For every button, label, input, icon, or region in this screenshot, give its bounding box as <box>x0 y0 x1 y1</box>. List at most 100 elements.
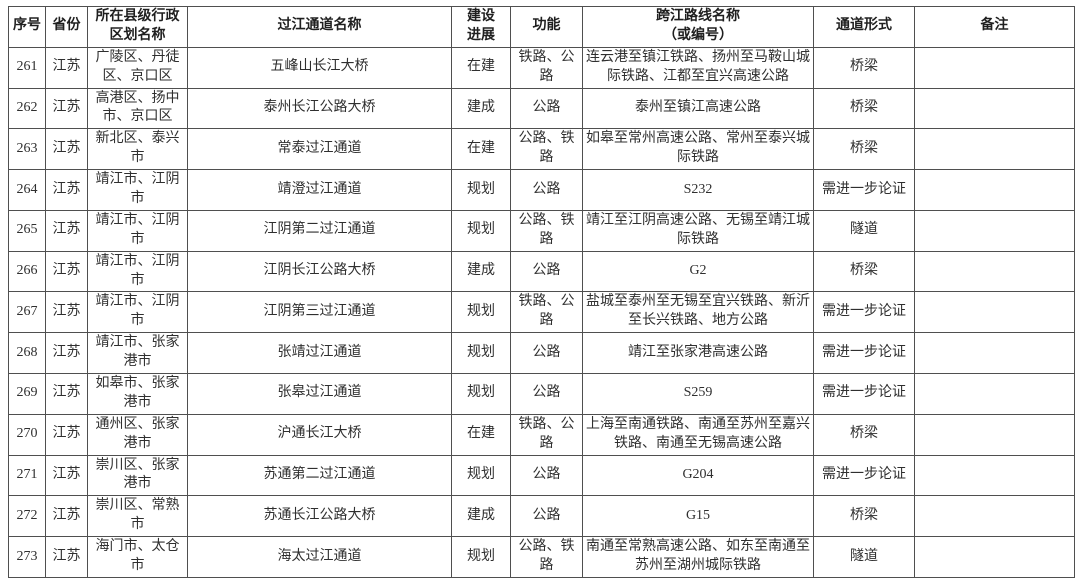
cell-route: 泰州至镇江高速公路 <box>582 87 814 130</box>
table-row: 269 江苏 如皋市、张家港市 张皋过江通道 规划 公路 S259 需进一步论证 <box>8 373 1075 415</box>
cell-route: S259 <box>582 373 814 415</box>
cell-note <box>914 332 1075 375</box>
cell-progress: 规划 <box>451 536 511 578</box>
table-row: 271 江苏 崇川区、张家港市 苏通第二过江通道 规划 公路 G204 需进一步论证 <box>8 454 1075 497</box>
cell-form: 桥梁 <box>813 250 915 293</box>
table-row: 264 江苏 靖江市、江阴市 靖澄过江通道 规划 公路 S232 需进一步论证 <box>8 169 1075 211</box>
cell-note <box>914 495 1075 538</box>
cell-name: 常泰过江通道 <box>187 128 452 171</box>
table-row: 266 江苏 靖江市、江阴市 江阴长江公路大桥 建成 公路 G2 桥梁 <box>8 250 1075 293</box>
cell-note <box>914 413 1075 456</box>
cell-no: 267 <box>8 291 46 334</box>
cell-no: 261 <box>8 46 46 89</box>
cell-no: 266 <box>8 250 46 293</box>
table-row: 263 江苏 新北区、泰兴市 常泰过江通道 在建 公路、铁路 如皋至常州高速公路、常州至泰兴… <box>8 128 1075 171</box>
cell-func: 公路、铁路 <box>510 536 583 578</box>
cell-region: 通州区、张家港市 <box>87 413 188 456</box>
cell-progress: 规划 <box>451 454 511 497</box>
cell-note <box>914 291 1075 334</box>
cell-name: 江阴长江公路大桥 <box>187 250 452 293</box>
table-row: 265 江苏 靖江市、江阴市 江阴第二过江通道 规划 公路、铁路 靖江至江阴高速公路、无锡至… <box>8 209 1075 252</box>
cell-province: 江苏 <box>45 454 88 497</box>
cell-no: 273 <box>8 536 46 578</box>
cell-no: 272 <box>8 495 46 538</box>
cell-name: 张皋过江通道 <box>187 373 452 415</box>
cell-province: 江苏 <box>45 46 88 89</box>
cell-province: 江苏 <box>45 291 88 334</box>
cell-region: 海门市、太仓市 <box>87 536 188 578</box>
cell-form: 需进一步论证 <box>813 169 915 211</box>
cell-province: 江苏 <box>45 128 88 171</box>
table-row: 272 江苏 崇川区、常熟市 苏通长江公路大桥 建成 公路 G15 桥梁 <box>8 495 1075 538</box>
cell-progress: 规划 <box>451 332 511 375</box>
crossing-channel-table: 序号 省份 所在县级行政 区划名称 过江通道名称 建设 进展 功能 跨江路线名称 （或编号）… <box>8 6 1075 578</box>
cell-route: 连云港至镇江铁路、扬州至马鞍山城际铁路、江都至宜兴高速公路 <box>582 46 814 89</box>
cell-form: 桥梁 <box>813 495 915 538</box>
cell-note <box>914 209 1075 252</box>
column-header-note: 备注 <box>914 6 1075 48</box>
cell-no: 264 <box>8 169 46 211</box>
cell-province: 江苏 <box>45 373 88 415</box>
cell-note <box>914 128 1075 171</box>
cell-progress: 在建 <box>451 128 511 171</box>
cell-name: 苏通第二过江通道 <box>187 454 452 497</box>
cell-region: 崇川区、常熟市 <box>87 495 188 538</box>
cell-route: 如皋至常州高速公路、常州至泰兴城际铁路 <box>582 128 814 171</box>
cell-func: 公路 <box>510 87 583 130</box>
cell-region: 新北区、泰兴市 <box>87 128 188 171</box>
cell-note <box>914 454 1075 497</box>
cell-province: 江苏 <box>45 413 88 456</box>
cell-func: 公路 <box>510 495 583 538</box>
cell-region: 靖江市、江阴市 <box>87 209 188 252</box>
cell-progress: 建成 <box>451 87 511 130</box>
cell-progress: 在建 <box>451 46 511 89</box>
cell-func: 铁路、公路 <box>510 46 583 89</box>
cell-region: 如皋市、张家港市 <box>87 373 188 415</box>
cell-province: 江苏 <box>45 87 88 130</box>
cell-province: 江苏 <box>45 332 88 375</box>
cell-name: 靖澄过江通道 <box>187 169 452 211</box>
cell-province: 江苏 <box>45 536 88 578</box>
cell-province: 江苏 <box>45 169 88 211</box>
cell-route: G15 <box>582 495 814 538</box>
column-header-name: 过江通道名称 <box>187 6 452 48</box>
cell-no: 271 <box>8 454 46 497</box>
cell-route: G2 <box>582 250 814 293</box>
table-row: 270 江苏 通州区、张家港市 沪通长江大桥 在建 铁路、公路 上海至南通铁路、南通至苏州至… <box>8 413 1075 456</box>
cell-progress: 规划 <box>451 373 511 415</box>
column-header-form: 通道形式 <box>813 6 915 48</box>
cell-route: 上海至南通铁路、南通至苏州至嘉兴铁路、南通至无锡高速公路 <box>582 413 814 456</box>
cell-name: 泰州长江公路大桥 <box>187 87 452 130</box>
cell-func: 公路 <box>510 169 583 211</box>
cell-region: 靖江市、江阴市 <box>87 169 188 211</box>
cell-progress: 建成 <box>451 495 511 538</box>
cell-form: 需进一步论证 <box>813 291 915 334</box>
cell-form: 桥梁 <box>813 413 915 456</box>
cell-func: 公路 <box>510 332 583 375</box>
table-row: 267 江苏 靖江市、江阴市 江阴第三过江通道 规划 铁路、公路 盐城至泰州至无锡至宜兴铁路… <box>8 291 1075 334</box>
table-row: 261 江苏 广陵区、丹徒区、京口区 五峰山长江大桥 在建 铁路、公路 连云港至镇江铁路、扬… <box>8 46 1075 89</box>
cell-func: 公路、铁路 <box>510 209 583 252</box>
cell-region: 靖江市、江阴市 <box>87 291 188 334</box>
cell-route: S232 <box>582 169 814 211</box>
cell-province: 江苏 <box>45 495 88 538</box>
cell-form: 需进一步论证 <box>813 373 915 415</box>
cell-note <box>914 169 1075 211</box>
cell-region: 高港区、扬中市、京口区 <box>87 87 188 130</box>
cell-name: 海太过江通道 <box>187 536 452 578</box>
cell-note <box>914 373 1075 415</box>
cell-form: 桥梁 <box>813 87 915 130</box>
table-row: 262 江苏 高港区、扬中市、京口区 泰州长江公路大桥 建成 公路 泰州至镇江高速公路 桥梁 <box>8 87 1075 130</box>
cell-province: 江苏 <box>45 250 88 293</box>
cell-note <box>914 46 1075 89</box>
column-header-region: 所在县级行政 区划名称 <box>87 6 188 48</box>
cell-name: 江阴第三过江通道 <box>187 291 452 334</box>
cell-form: 隧道 <box>813 209 915 252</box>
cell-no: 269 <box>8 373 46 415</box>
header-row: 序号 省份 所在县级行政 区划名称 过江通道名称 建设 进展 功能 跨江路线名称 （或编号）… <box>8 6 1075 48</box>
table-body: 261 江苏 广陵区、丹徒区、京口区 五峰山长江大桥 在建 铁路、公路 连云港至镇江铁路、扬… <box>8 46 1075 578</box>
cell-form: 需进一步论证 <box>813 454 915 497</box>
column-header-progress: 建设 进展 <box>451 6 511 48</box>
cell-route: 靖江至张家港高速公路 <box>582 332 814 375</box>
